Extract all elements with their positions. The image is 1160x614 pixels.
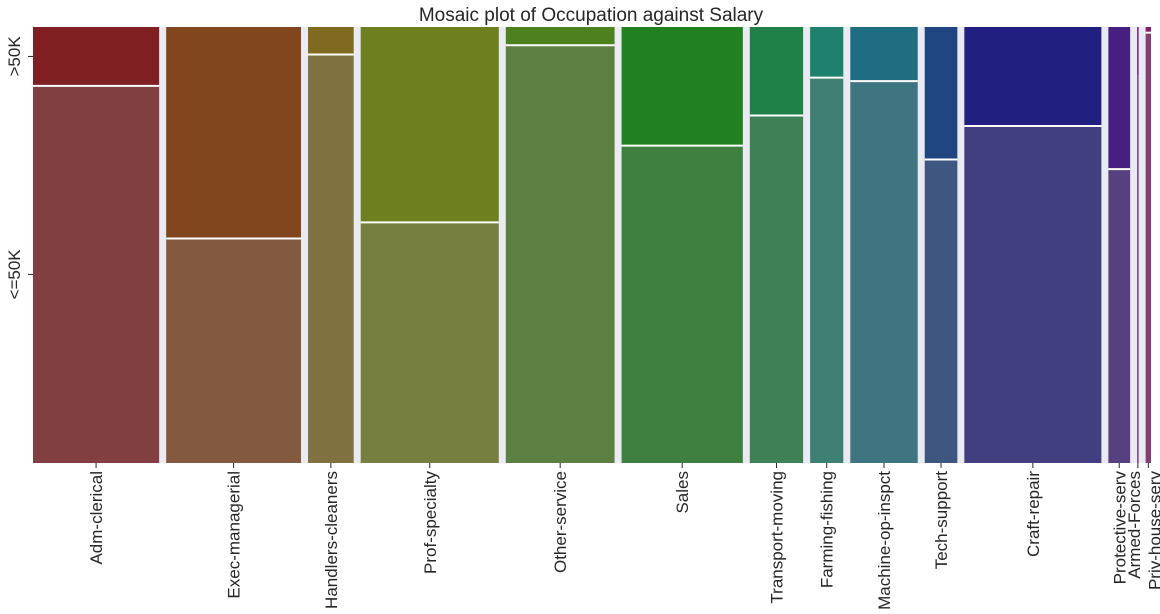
chart-title: Mosaic plot of Occupation against Salary [419, 5, 764, 26]
tile-exec-managerial-gt50k [166, 27, 302, 239]
tile-machine-op-inspct-le50k [850, 81, 918, 464]
x-tick-label: Sales [673, 471, 692, 514]
tile-sales-gt50k [621, 27, 743, 146]
tile-exec-managerial-le50k [166, 238, 302, 463]
tile-handlers-cleaners-gt50k [308, 27, 354, 55]
tile-priv-house-serv-le50k [1145, 32, 1152, 463]
tile-priv-house-serv-gt50k [1145, 27, 1152, 33]
tile-adm-clerical-le50k [33, 85, 160, 464]
x-tick-label: Machine-op-inspct [875, 471, 894, 610]
x-tick-label: Farming-fishing [818, 471, 837, 588]
tile-craft-repair-le50k [964, 125, 1102, 464]
x-tick-label: Armed-Forces [1125, 471, 1144, 579]
tile-adm-clerical-gt50k [33, 27, 160, 86]
tile-protective-serv-le50k [1108, 169, 1131, 464]
tile-tech-support-le50k [924, 159, 958, 463]
y-tick-label-le50k: <=50K [5, 249, 24, 300]
x-tick-label: Prof-specialty [421, 471, 440, 574]
x-tick-label: Craft-repair [1024, 471, 1043, 557]
tile-farming-fishing-le50k [810, 77, 844, 464]
x-tick-label: Transport-moving [767, 471, 786, 604]
tile-craft-repair-gt50k [964, 27, 1102, 126]
tile-sales-le50k [621, 145, 743, 464]
x-tick-label: Adm-clerical [87, 471, 106, 565]
x-tick-label: Priv-house-serv [1145, 471, 1160, 591]
tile-protective-serv-gt50k [1108, 27, 1131, 170]
tile-handlers-cleaners-le50k [308, 54, 354, 464]
tile-other-service-gt50k [505, 27, 615, 46]
tile-prof-specialty-le50k [360, 222, 499, 463]
tile-tech-support-gt50k [924, 27, 958, 160]
tile-machine-op-inspct-gt50k [850, 27, 918, 82]
tile-other-service-le50k [505, 45, 615, 463]
x-tick-label: Other-service [551, 471, 570, 573]
tile-farming-fishing-gt50k [810, 27, 844, 78]
x-tick-label: Exec-managerial [225, 471, 244, 599]
tile-transport-moving-gt50k [749, 27, 804, 116]
mosaic-tiles [33, 27, 1152, 464]
x-tick-label: Tech-support [932, 471, 951, 570]
x-tick-label: Protective-serv [1110, 471, 1129, 585]
y-tick-label-gt50k: >50K [5, 36, 24, 77]
tile-armed-forces-le50k [1137, 75, 1139, 464]
x-axis: Adm-clerical Exec-managerial Handlers-clea… [87, 463, 1160, 610]
tile-transport-moving-le50k [749, 115, 804, 464]
y-axis: >50K <=50K [5, 36, 33, 300]
tile-armed-forces-gt50k [1137, 27, 1139, 76]
x-tick-label: Handlers-cleaners [322, 471, 341, 609]
tile-prof-specialty-gt50k [360, 27, 499, 223]
